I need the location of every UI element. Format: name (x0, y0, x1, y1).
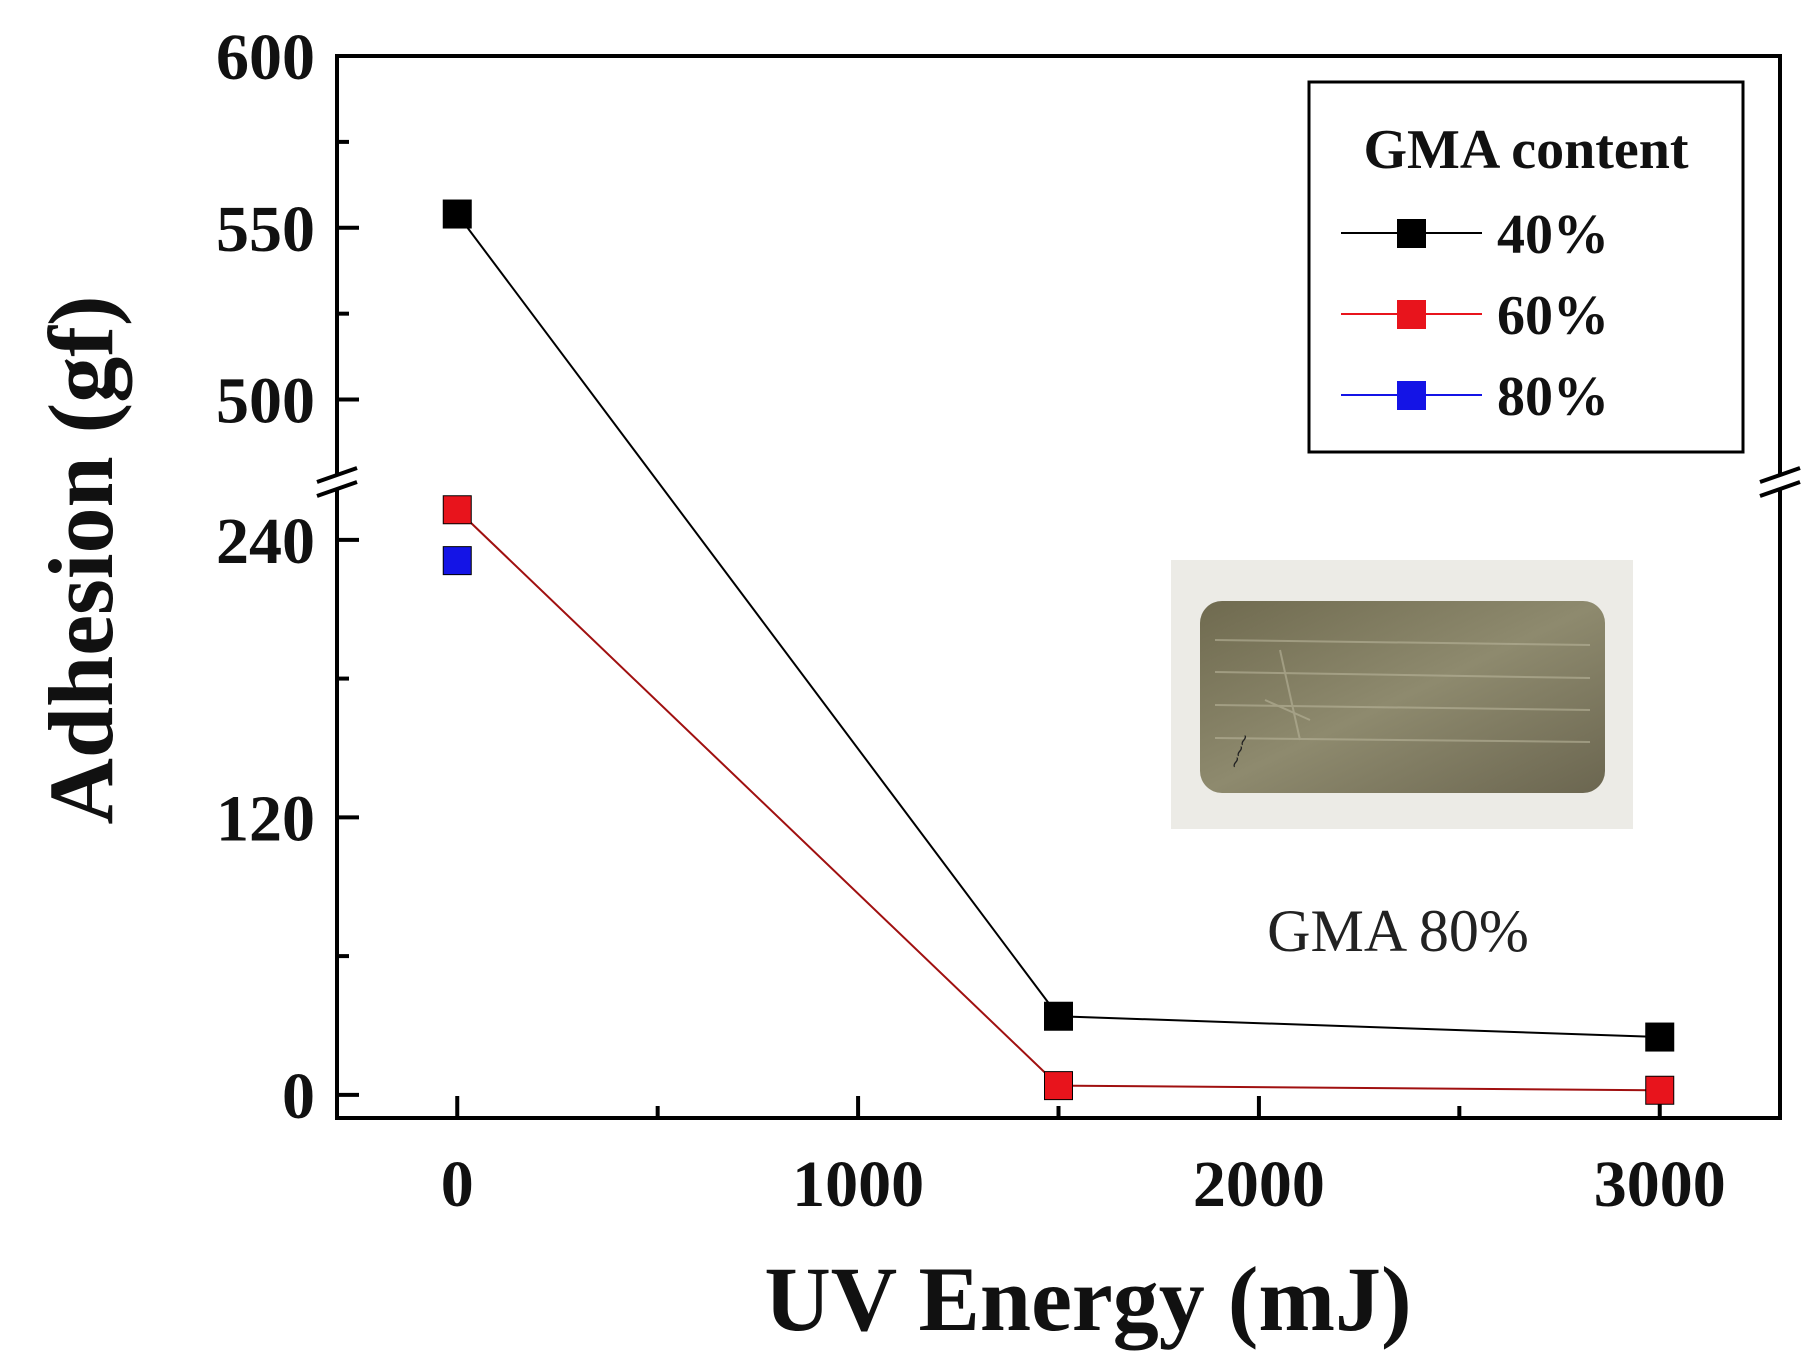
legend-label: 60% (1497, 285, 1609, 347)
axis-tick-labels: 0 1000 2000 3000 0 120 240 500 550 600 (216, 21, 1726, 1221)
y-axis-title: Adhesion (gf) (30, 295, 132, 824)
series-60% (442, 495, 1675, 1105)
inset-caption: GMA 80% (1267, 898, 1529, 964)
series-40% (442, 199, 1675, 1052)
legend-label: 40% (1497, 204, 1609, 266)
x-tick-label: 1000 (792, 1148, 924, 1221)
legend-item: 80% (1341, 366, 1609, 428)
y-tick-label: 550 (216, 193, 315, 266)
x-tick-label: 3000 (1594, 1148, 1726, 1221)
data-point (1044, 1071, 1073, 1101)
legend-title: GMA content (1363, 119, 1688, 181)
data-point (1645, 1022, 1675, 1052)
data-point (442, 546, 472, 576)
y-tick-label: 0 (282, 1060, 315, 1133)
data-point (442, 199, 472, 229)
legend-box (1307, 80, 1745, 454)
axis-break-marks-right (1759, 466, 1801, 498)
axis-break-marks-left (316, 466, 358, 498)
data-point (1044, 1001, 1073, 1031)
legend-marker (1397, 300, 1426, 329)
y-tick-label: 500 (216, 365, 315, 438)
inset-plate-scratches (1214, 639, 1591, 743)
y-tick-label: 600 (216, 21, 315, 94)
x-tick-label: 2000 (1193, 1148, 1325, 1221)
data-point (442, 495, 472, 525)
series-layer (442, 199, 1675, 1105)
legend-marker (1397, 219, 1426, 248)
legend-marker (1397, 381, 1426, 410)
legend: GMA content 40% 60% 80% (1307, 80, 1745, 454)
inset-photo: ~~~ (1171, 560, 1633, 829)
series-80% (442, 546, 472, 576)
x-tick-label: 0 (441, 1148, 474, 1221)
legend-label: 80% (1497, 366, 1609, 428)
legend-item: 40% (1341, 204, 1609, 266)
legend-item: 60% (1341, 285, 1609, 347)
y-tick-label: 120 (216, 782, 315, 855)
legend-items: 40% 60% 80% (1341, 204, 1609, 428)
inset-plate (1200, 601, 1605, 793)
y-tick-label: 240 (216, 505, 315, 578)
data-point (1645, 1075, 1675, 1105)
x-axis-title: UV Energy (mJ) (764, 1248, 1411, 1350)
